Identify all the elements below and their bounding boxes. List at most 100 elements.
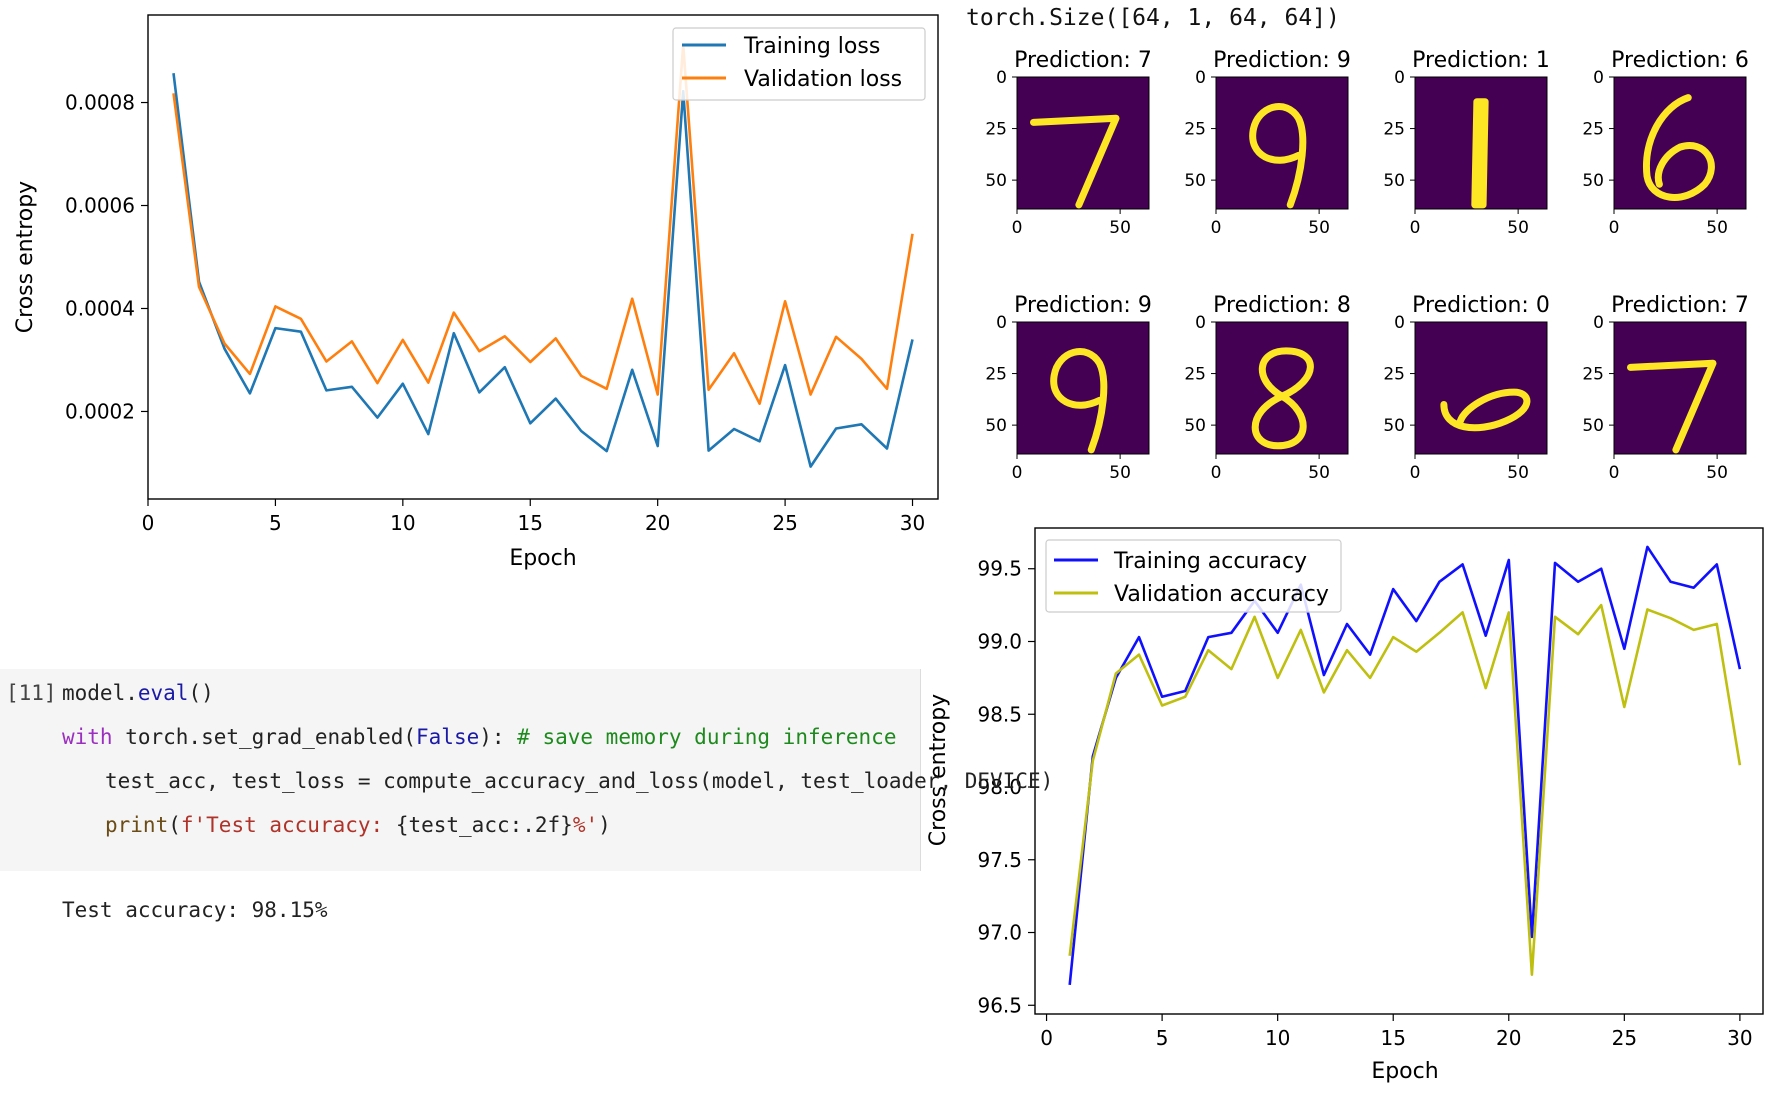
thumb-xtick-label: 0 [1012, 218, 1023, 238]
thumb-xtick-label: 50 [1507, 463, 1529, 483]
prediction-title: Prediction: 7 [1014, 48, 1152, 73]
thumb-xtick-label: 0 [1211, 218, 1222, 238]
thumb-ytick-label: 50 [985, 416, 1007, 436]
thumb-ytick-label: 0 [996, 313, 1007, 333]
thumb-xtick-label: 0 [1410, 218, 1421, 238]
prediction-title: Prediction: 7 [1611, 293, 1749, 318]
cell-prompt: [11] [6, 681, 57, 705]
digit-0-image [1444, 392, 1527, 428]
accuracy-ylabel: Cross entropy [926, 694, 951, 846]
thumb-ytick-label: 50 [1383, 171, 1405, 191]
thumb-xtick-label: 0 [1211, 463, 1222, 483]
digit-image-background [1414, 321, 1548, 455]
accuracy-xlabel: Epoch [1371, 1059, 1438, 1084]
thumb-ytick-label: 50 [1184, 416, 1206, 436]
prediction-tile: Prediction: 9 0 25 50 0 50 [985, 293, 1151, 483]
accuracy-ytick-label: 96.5 [977, 993, 1022, 1017]
prediction-tile: Prediction: 8 0 25 50 0 50 [1184, 293, 1350, 483]
prediction-tile: Prediction: 6 0 25 50 0 50 [1582, 48, 1748, 238]
thumb-ytick-label: 25 [1383, 365, 1405, 385]
thumb-ytick-label: 0 [1195, 68, 1206, 88]
thumb-ytick-label: 0 [1195, 313, 1206, 333]
loss-ytick-label: 0.0002 [65, 399, 135, 423]
digit-image-background [1016, 321, 1150, 455]
thumb-ytick-label: 0 [1394, 68, 1405, 88]
loss-xtick-label: 15 [518, 511, 543, 535]
accuracy-xtick-label: 20 [1496, 1026, 1521, 1050]
thumb-ytick-label: 50 [1184, 171, 1206, 191]
thumb-xtick-label: 50 [1308, 218, 1330, 238]
loss-series-training [172, 73, 914, 468]
thumb-xtick-label: 50 [1507, 218, 1529, 238]
digit-7-image [1034, 118, 1117, 205]
thumb-ytick-label: 0 [996, 68, 1007, 88]
prediction-title: Prediction: 6 [1611, 48, 1749, 73]
prediction-title: Prediction: 9 [1014, 293, 1152, 318]
accuracy-xtick-label: 25 [1612, 1026, 1637, 1050]
digit-1-image [1475, 102, 1485, 205]
accuracy-ytick-label: 98.0 [977, 775, 1022, 799]
legend-label-validation-loss: Validation loss [744, 67, 902, 92]
accuracy-ytick-label: 97.0 [977, 921, 1022, 945]
prediction-tile: Prediction: 1 0 25 50 0 50 [1383, 48, 1549, 238]
digit-image-background [1215, 76, 1349, 210]
loss-ytick-label: 0.0004 [65, 296, 135, 320]
thumb-ytick-label: 25 [1184, 365, 1206, 385]
thumb-xtick-label: 50 [1706, 218, 1728, 238]
loss-chart: 0 5 10 15 20 25 30 0.0002 0.0004 0.0006 0.0008 Ep… [13, 14, 939, 571]
thumb-ytick-label: 50 [1383, 416, 1405, 436]
accuracy-xtick-label: 15 [1380, 1026, 1405, 1050]
prediction-title: Prediction: 9 [1213, 48, 1351, 73]
loss-ytick-label: 0.0008 [65, 91, 135, 115]
thumb-xtick-label: 0 [1609, 218, 1620, 238]
code-line-1: model.eval() [62, 681, 214, 705]
thumb-ytick-label: 50 [1582, 416, 1604, 436]
accuracy-xtick-label: 30 [1727, 1026, 1752, 1050]
digit-image-background [1215, 321, 1349, 455]
thumb-ytick-label: 25 [985, 365, 1007, 385]
accuracy-ytick-label: 98.5 [977, 702, 1022, 726]
code-line-3: test_acc, test_loss = compute_accuracy_a… [105, 769, 1054, 793]
thumb-xtick-label: 0 [1012, 463, 1023, 483]
accuracy-ytick-label: 99.5 [977, 557, 1022, 581]
thumb-ytick-label: 25 [1184, 120, 1206, 140]
accuracy-series-training [1068, 545, 1742, 986]
cell-output: Test accuracy: 98.15% [62, 898, 328, 922]
thumb-xtick-label: 50 [1109, 218, 1131, 238]
loss-xtick-label: 25 [772, 511, 797, 535]
prediction-title: Prediction: 8 [1213, 293, 1351, 318]
thumb-ytick-label: 50 [1582, 171, 1604, 191]
loss-series-validation [172, 43, 914, 406]
thumb-ytick-label: 25 [1582, 365, 1604, 385]
thumb-xtick-label: 50 [1109, 463, 1131, 483]
digit-6-image [1646, 98, 1711, 198]
thumb-ytick-label: 0 [1593, 313, 1604, 333]
loss-xtick-label: 20 [645, 511, 670, 535]
loss-xtick-label: 0 [142, 511, 155, 535]
thumb-xtick-label: 0 [1410, 463, 1421, 483]
thumb-xtick-label: 0 [1609, 463, 1620, 483]
accuracy-ytick-label: 97.5 [977, 848, 1022, 872]
accuracy-xtick-label: 5 [1156, 1026, 1169, 1050]
loss-plot-frame [147, 14, 939, 500]
legend-label-training-accuracy: Training accuracy [1113, 549, 1307, 574]
accuracy-chart: 0 5 10 15 20 25 30 96.5 97.0 97.5 98.0 98.5 99.0 99.… [926, 527, 1764, 1084]
loss-ytick-label: 0.0006 [65, 194, 135, 218]
tensor-shape-output: torch.Size([64, 1, 64, 64]) [966, 5, 1340, 31]
prediction-tile: Prediction: 9 0 25 50 0 50 [1184, 48, 1350, 238]
accuracy-xtick-label: 0 [1040, 1026, 1053, 1050]
thumb-ytick-label: 25 [1582, 120, 1604, 140]
accuracy-ytick-label: 99.0 [977, 629, 1022, 653]
loss-xlabel: Epoch [509, 546, 576, 571]
code-line-4: print(f'Test accuracy: {test_acc:.2f}%') [105, 813, 611, 837]
thumb-ytick-label: 0 [1593, 68, 1604, 88]
digit-9-image [1054, 352, 1104, 450]
accuracy-plot-frame [1034, 527, 1764, 1015]
thumb-ytick-label: 25 [1383, 120, 1405, 140]
loss-xtick-label: 30 [900, 511, 925, 535]
prediction-tile: Prediction: 0 0 25 50 0 50 [1383, 293, 1549, 483]
digit-7-image [1631, 363, 1714, 450]
digit-8-image [1255, 351, 1310, 446]
prediction-tile: Prediction: 7 0 25 50 0 50 [985, 48, 1151, 238]
code-cell[interactable]: [11] model.eval() with torch.set_grad_en… [0, 669, 1053, 871]
